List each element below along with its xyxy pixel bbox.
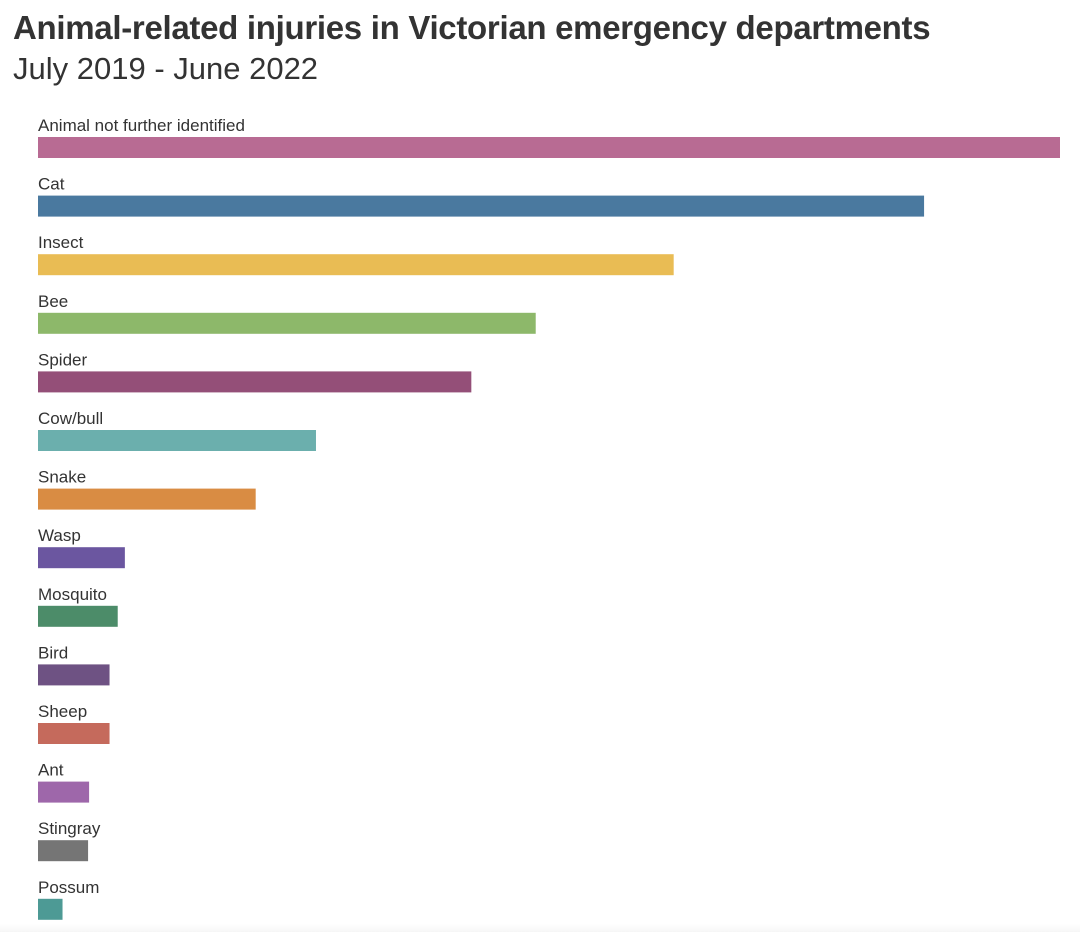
bar-bird [38, 664, 110, 686]
chart-subtitle: July 2019 - June 2022 [13, 51, 319, 86]
category-label-sheep: Sheep [38, 702, 87, 721]
bar-spider [38, 371, 472, 393]
category-label-insect: Insect [38, 233, 84, 252]
category-label-stingray: Stingray [38, 819, 101, 838]
category-label-cat: Cat [38, 175, 65, 194]
category-label-ant: Ant [38, 761, 64, 780]
bar-wasp [38, 547, 125, 569]
bar-animal-not-further-identified [38, 137, 1060, 158]
bar-bee [38, 312, 536, 334]
category-label-bee: Bee [38, 292, 68, 311]
category-label-bird: Bird [38, 643, 68, 662]
bar-sheep [38, 723, 110, 744]
chart-header: Animal-related injuries in Victorian eme… [13, 8, 931, 91]
category-label-spider: Spider [38, 350, 87, 369]
bar-cat [38, 195, 925, 217]
category-label-wasp: Wasp [38, 526, 81, 545]
category-label-animal-not-further-identified: Animal not further identified [38, 116, 245, 135]
bar-mosquito [38, 605, 118, 627]
bar-snake [38, 488, 256, 510]
category-label-possum: Possum [38, 878, 99, 897]
category-label-cow-bull: Cow/bull [38, 409, 103, 428]
bar-stingray [38, 840, 89, 862]
category-label-snake: Snake [38, 468, 86, 487]
bottom-edge [0, 924, 1080, 932]
bar-ant [38, 781, 90, 803]
bar-possum [38, 898, 63, 920]
category-label-mosquito: Mosquito [38, 585, 107, 604]
bar-cow-bull [38, 430, 316, 451]
chart-title: Animal-related injuries in Victorian eme… [13, 9, 931, 46]
bar-insect [38, 254, 674, 276]
